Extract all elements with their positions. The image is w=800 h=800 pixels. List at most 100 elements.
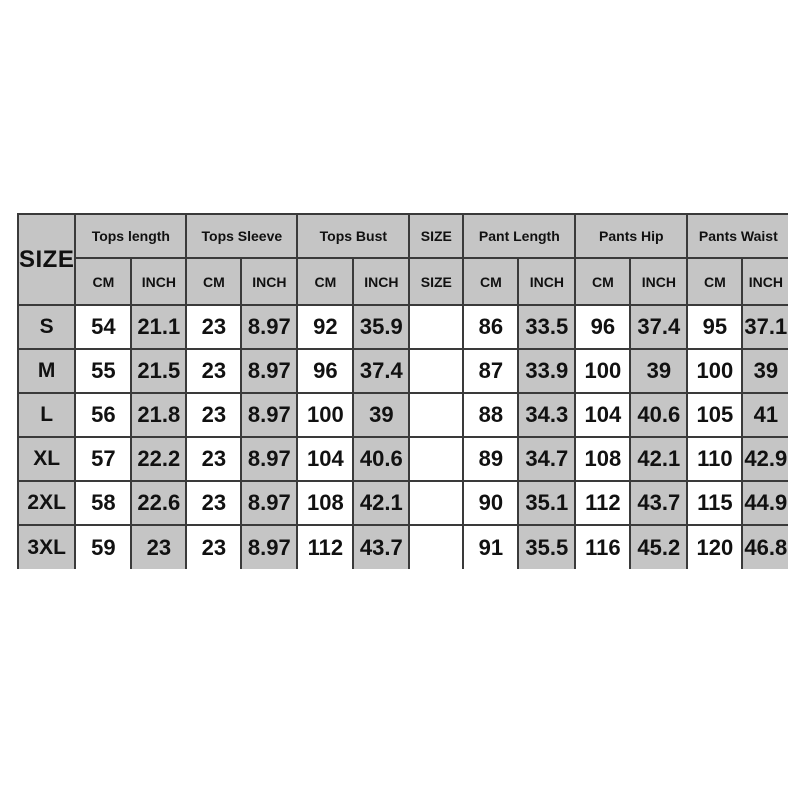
size-label: S xyxy=(16,304,77,350)
unit-inch-pant-length: INCH xyxy=(517,257,577,306)
value-cell: 42.9 xyxy=(741,436,789,482)
unit-cm-tops-length: CM xyxy=(74,257,133,306)
value-cell: 100 xyxy=(296,392,355,438)
value-cell: 23 xyxy=(185,524,243,569)
value-cell: 56 xyxy=(74,392,133,438)
unit-inch-tops-sleeve: INCH xyxy=(240,257,299,306)
header-size: SIZE xyxy=(16,213,77,306)
empty-size-cell xyxy=(408,348,465,394)
value-cell: 104 xyxy=(296,436,355,482)
value-cell: 95 xyxy=(686,304,744,350)
value-cell: 39 xyxy=(352,392,411,438)
value-cell: 87 xyxy=(462,348,520,394)
value-cell: 34.3 xyxy=(517,392,577,438)
value-cell: 43.7 xyxy=(629,480,689,526)
value-cell: 8.97 xyxy=(240,436,299,482)
value-cell: 42.1 xyxy=(629,436,689,482)
unit-cm-tops-sleeve: CM xyxy=(185,257,243,306)
table-row-2xl: 2XL 58 22.6 23 8.97 108 42.1 90 35.1 112… xyxy=(16,480,789,526)
value-cell: 23 xyxy=(185,392,243,438)
value-cell: 58 xyxy=(74,480,133,526)
unit-inch-tops-length: INCH xyxy=(130,257,188,306)
header-row-groups: SIZE Tops length Tops Sleeve Tops Bust S… xyxy=(16,213,789,306)
value-cell: 22.2 xyxy=(130,436,188,482)
value-cell: 8.97 xyxy=(240,392,299,438)
header-tops-sleeve: Tops Sleeve xyxy=(185,213,299,259)
value-cell: 88 xyxy=(462,392,520,438)
value-cell: 8.97 xyxy=(240,348,299,394)
value-cell: 37.4 xyxy=(629,304,689,350)
value-cell: 54 xyxy=(74,304,133,350)
value-cell: 91 xyxy=(462,524,520,569)
size-chart-table: SIZE Tops length Tops Sleeve Tops Bust S… xyxy=(16,213,789,569)
size-label: XL xyxy=(16,436,77,482)
value-cell: 39 xyxy=(741,348,789,394)
value-cell: 37.1 xyxy=(741,304,789,350)
value-cell: 44.9 xyxy=(741,480,789,526)
value-cell: 22.6 xyxy=(130,480,188,526)
value-cell: 86 xyxy=(462,304,520,350)
value-cell: 92 xyxy=(296,304,355,350)
size-label: L xyxy=(16,392,77,438)
value-cell: 116 xyxy=(574,524,632,569)
value-cell: 100 xyxy=(686,348,744,394)
value-cell: 33.9 xyxy=(517,348,577,394)
table-row-m: M 55 21.5 23 8.97 96 37.4 87 33.9 100 39… xyxy=(16,348,789,394)
value-cell: 104 xyxy=(574,392,632,438)
value-cell: 35.1 xyxy=(517,480,577,526)
value-cell: 41 xyxy=(741,392,789,438)
value-cell: 39 xyxy=(629,348,689,394)
unit-cm-tops-bust: CM xyxy=(296,257,355,306)
unit-cm-pants-waist: CM xyxy=(686,257,744,306)
empty-size-cell xyxy=(408,480,465,526)
value-cell: 120 xyxy=(686,524,744,569)
unit-inch-pants-hip: INCH xyxy=(629,257,689,306)
header-pants-size: SIZE xyxy=(408,213,465,259)
value-cell: 35.9 xyxy=(352,304,411,350)
value-cell: 8.97 xyxy=(240,304,299,350)
empty-size-cell xyxy=(408,304,465,350)
value-cell: 21.5 xyxy=(130,348,188,394)
value-cell: 35.5 xyxy=(517,524,577,569)
unit-cm-pant-length: CM xyxy=(462,257,520,306)
header-pants-waist: Pants Waist xyxy=(686,213,789,259)
header-pants-hip: Pants Hip xyxy=(574,213,689,259)
size-label: 3XL xyxy=(16,524,77,569)
unit-inch-tops-bust: INCH xyxy=(352,257,411,306)
value-cell: 112 xyxy=(574,480,632,526)
empty-size-cell xyxy=(408,392,465,438)
value-cell: 8.97 xyxy=(240,524,299,569)
size-label: M xyxy=(16,348,77,394)
value-cell: 42.1 xyxy=(352,480,411,526)
value-cell: 115 xyxy=(686,480,744,526)
value-cell: 110 xyxy=(686,436,744,482)
value-cell: 55 xyxy=(74,348,133,394)
table-row-3xl: 3XL 59 23 23 8.97 112 43.7 91 35.5 116 4… xyxy=(16,524,789,569)
value-cell: 96 xyxy=(574,304,632,350)
subheader-pants-size: SIZE xyxy=(408,257,465,306)
value-cell: 37.4 xyxy=(352,348,411,394)
value-cell: 43.7 xyxy=(352,524,411,569)
value-cell: 59 xyxy=(74,524,133,569)
value-cell: 100 xyxy=(574,348,632,394)
unit-cm-pants-hip: CM xyxy=(574,257,632,306)
value-cell: 33.5 xyxy=(517,304,577,350)
value-cell: 40.6 xyxy=(629,392,689,438)
value-cell: 21.8 xyxy=(130,392,188,438)
table-row-s: S 54 21.1 23 8.97 92 35.9 86 33.5 96 37.… xyxy=(16,304,789,350)
empty-size-cell xyxy=(408,524,465,569)
value-cell: 23 xyxy=(185,480,243,526)
value-cell: 45.2 xyxy=(629,524,689,569)
size-label: 2XL xyxy=(16,480,77,526)
value-cell: 8.97 xyxy=(240,480,299,526)
value-cell: 34.7 xyxy=(517,436,577,482)
table-row-xl: XL 57 22.2 23 8.97 104 40.6 89 34.7 108 … xyxy=(16,436,789,482)
value-cell: 90 xyxy=(462,480,520,526)
empty-size-cell xyxy=(408,436,465,482)
header-row-units: CM INCH CM INCH CM INCH SIZE CM INCH CM … xyxy=(18,257,789,306)
value-cell: 23 xyxy=(130,524,188,569)
value-cell: 89 xyxy=(462,436,520,482)
value-cell: 21.1 xyxy=(130,304,188,350)
unit-inch-pants-waist: INCH xyxy=(741,257,789,306)
value-cell: 23 xyxy=(185,348,243,394)
